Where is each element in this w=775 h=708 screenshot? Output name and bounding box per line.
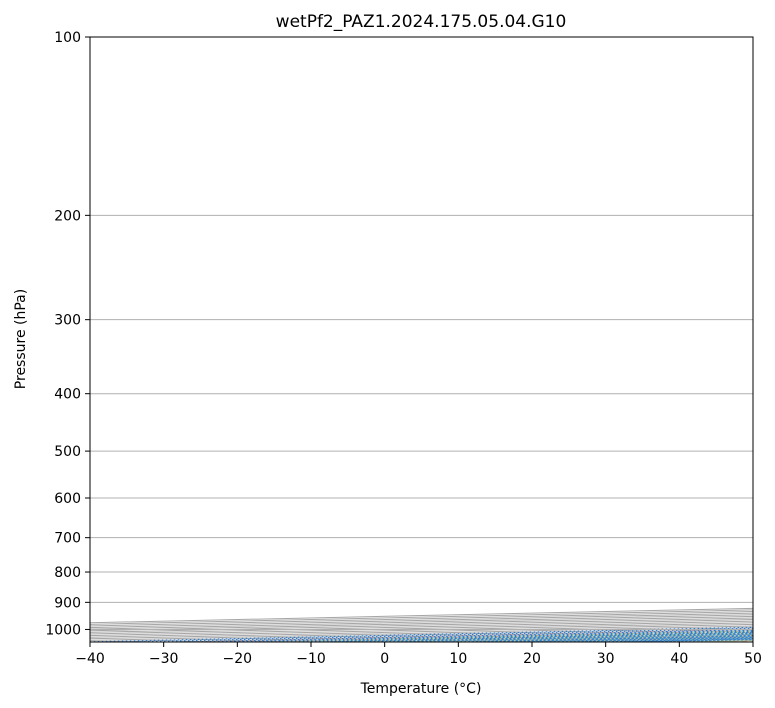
dry-adiabat-line (711, 640, 753, 642)
isotherm-line (531, 636, 753, 642)
y-axis: 100 200 300 400 500 600 700 800 900 1000 (45, 30, 90, 638)
y-tick-label: 600 (54, 491, 81, 507)
moist-adiabat-line (689, 640, 753, 642)
isotherm-line (90, 620, 753, 637)
isotherm-line (90, 619, 753, 635)
isotherm-line (679, 639, 753, 642)
x-axis-label: Temperature (°C) (360, 681, 482, 697)
y-tick-label: 200 (54, 208, 81, 224)
isotherm-line (90, 625, 753, 641)
isotherm-line (90, 622, 753, 638)
dry-adiabat-line (338, 632, 753, 642)
isotherm-line (384, 633, 753, 642)
x-tick-label: 50 (744, 651, 762, 667)
y-tick-label: 1000 (45, 622, 81, 638)
dry-adiabat-line (412, 633, 753, 642)
y-tick-label: 800 (54, 565, 81, 581)
moist-adiabat-line (580, 637, 753, 642)
x-tick-label: 20 (523, 651, 541, 667)
y-tick-label: 500 (54, 444, 81, 460)
moist-adiabat-lines (260, 630, 753, 642)
isotherm-line (90, 607, 753, 624)
moist-adiabat-line (260, 630, 753, 642)
moist-adiabat-line (367, 632, 753, 642)
moist-adiabat-line (332, 631, 753, 642)
dry-adiabat-lines (188, 628, 753, 642)
x-tick-label: −10 (296, 651, 326, 667)
isotherm-line (752, 641, 753, 642)
x-axis: −40 −30 −20 −10 0 10 20 30 40 50 (75, 642, 762, 667)
y-tick-label: 700 (54, 531, 81, 547)
x-tick-label: 40 (670, 651, 688, 667)
isotherm-line (90, 611, 753, 627)
moist-adiabat-line (403, 633, 753, 642)
x-tick-label: −40 (75, 651, 105, 667)
isotherm-line (605, 638, 753, 642)
x-tick-label: 0 (380, 651, 389, 667)
isotherm-line (237, 630, 753, 642)
moist-adiabat-line (473, 635, 753, 642)
isotherm-line (90, 609, 753, 625)
moist-adiabat-line (544, 636, 753, 642)
isotherm-line (90, 615, 753, 632)
isotherm-line (90, 627, 753, 642)
x-tick-label: −20 (223, 651, 253, 667)
isotherm-line (163, 628, 753, 642)
mixing-ratio-line (365, 632, 753, 642)
moist-adiabat-line (296, 631, 753, 642)
y-tick-label: 100 (54, 30, 81, 46)
x-tick-label: 30 (597, 651, 615, 667)
dry-adiabat-line (636, 638, 753, 642)
chart-title: wetPf2_PAZ1.2024.175.05.04.G10 (276, 12, 567, 32)
moist-adiabat-line (509, 636, 753, 642)
y-tick-label: 400 (54, 387, 81, 403)
isotherm-lines (90, 607, 753, 642)
isotherm-line (90, 614, 753, 630)
isotherm-line (458, 635, 753, 642)
isotherm-line (90, 623, 753, 640)
pressure-gridlines (90, 37, 753, 630)
dry-adiabat-line (188, 628, 753, 642)
moist-adiabat-line (438, 634, 753, 642)
isotherm-line (90, 617, 753, 633)
isotherm-line (310, 631, 753, 642)
dry-adiabat-line (562, 637, 753, 642)
isotherm-line (90, 612, 753, 629)
x-tick-label: −30 (149, 651, 179, 667)
dry-adiabat-line (487, 635, 753, 642)
y-tick-label: 900 (54, 595, 81, 611)
y-tick-label: 300 (54, 313, 81, 329)
plot-frame (89, 36, 754, 643)
x-tick-label: 10 (449, 651, 467, 667)
dry-adiabat-line (263, 630, 753, 642)
moist-adiabat-line (616, 638, 753, 642)
moist-adiabat-line (652, 639, 753, 642)
mixing-ratio-line (326, 632, 753, 642)
y-axis-label: Pressure (hPa) (13, 289, 29, 389)
